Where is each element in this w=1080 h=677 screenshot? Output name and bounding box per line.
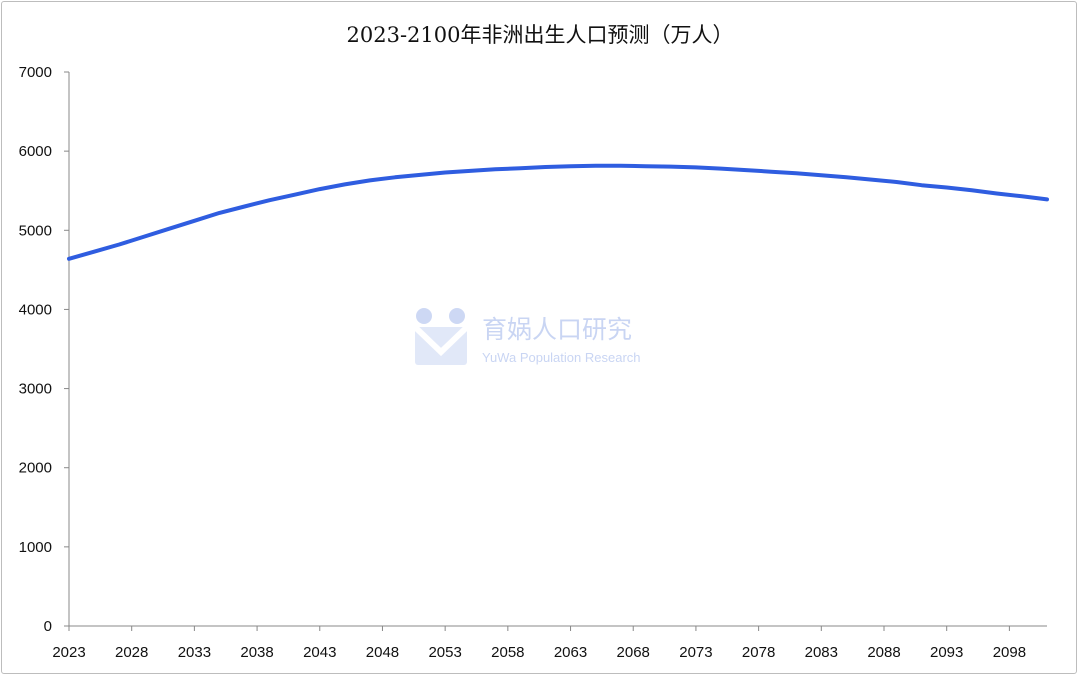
watermark-name-en: YuWa Population Research bbox=[482, 350, 641, 365]
y-axis-ticks: 0 1000 2000 3000 4000 5000 6000 7000 bbox=[19, 64, 69, 635]
watermark: 育娲人口研究 YuWa Population Research bbox=[412, 308, 641, 365]
x-tick-label: 2098 bbox=[993, 644, 1026, 661]
watermark-name-cn: 育娲人口研究 bbox=[482, 315, 632, 344]
series-layer bbox=[67, 163, 1049, 261]
y-tick-label: 5000 bbox=[19, 222, 52, 239]
chart-title: 2023-2100年非洲出生人口预测（万人） bbox=[347, 23, 734, 47]
y-tick-label: 2000 bbox=[19, 460, 52, 477]
x-tick-label: 2078 bbox=[742, 644, 775, 661]
x-axis-ticks: 2023 2028 2033 2038 2043 2048 2053 2058 2063 2068… bbox=[52, 626, 1026, 661]
y-tick-label: 0 bbox=[44, 618, 52, 635]
yuwa-logo-icon bbox=[412, 308, 470, 365]
axes bbox=[68, 72, 1047, 627]
x-tick-label: 2028 bbox=[115, 644, 148, 661]
y-tick-label: 1000 bbox=[19, 539, 52, 556]
x-tick-label: 2073 bbox=[679, 644, 712, 661]
x-tick-label: 2058 bbox=[491, 644, 524, 661]
x-tick-label: 2033 bbox=[178, 644, 211, 661]
x-tick-label: 2088 bbox=[867, 644, 900, 661]
x-tick-label: 2068 bbox=[617, 644, 650, 661]
x-tick-label: 2083 bbox=[805, 644, 838, 661]
series-line bbox=[67, 163, 1049, 261]
y-tick-label: 4000 bbox=[19, 301, 52, 318]
x-tick-label: 2023 bbox=[52, 644, 85, 661]
y-tick-label: 6000 bbox=[19, 143, 52, 160]
x-tick-label: 2048 bbox=[366, 644, 399, 661]
x-tick-label: 2043 bbox=[303, 644, 336, 661]
x-tick-label: 2038 bbox=[240, 644, 273, 661]
y-tick-label: 3000 bbox=[19, 381, 52, 398]
x-tick-label: 2053 bbox=[428, 644, 461, 661]
y-tick-label: 7000 bbox=[19, 64, 52, 81]
x-tick-label: 2093 bbox=[930, 644, 963, 661]
x-tick-label: 2063 bbox=[554, 644, 587, 661]
